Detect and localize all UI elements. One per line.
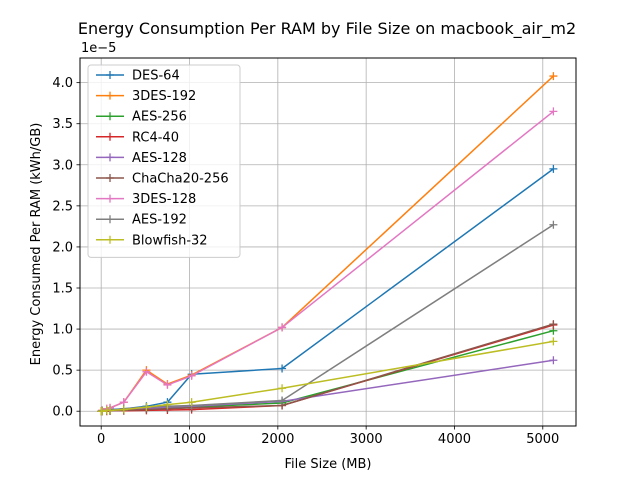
legend-marker [106,132,114,141]
data-point-3des-128 [142,367,151,376]
legend-label: 3DES-192 [132,89,196,104]
y-tick-label: 2.5 [52,199,73,214]
legend-marker [106,174,114,182]
legend-label: DES-64 [132,69,180,84]
legend-item-blowfish-32: Blowfish-32 [96,233,208,248]
x-tick-label: 5000 [526,432,559,447]
y-tick-label: 2.0 [52,240,73,255]
x-tick-label: 1000 [173,432,206,447]
legend-label: ChaCha20-256 [132,172,229,187]
data-point-aes-192 [549,220,558,229]
x-tick-label: 4000 [438,432,471,447]
data-point-blowfish-32 [119,405,128,414]
data-point-chacha20-256 [549,320,558,329]
legend-marker [106,235,114,244]
legend-label: AES-128 [132,151,187,166]
data-point-des-64 [278,364,287,373]
legend-marker [106,91,114,100]
legend-label: AES-192 [132,213,187,228]
legend-item-aes-192: AES-192 [96,213,187,228]
series-line-3des-128 [100,110,554,412]
legend-item-3des-128: 3DES-128 [96,192,196,207]
data-point-blowfish-32 [142,403,151,412]
data-point-aes-128 [549,356,558,365]
x-tick-label: 2000 [261,432,294,447]
x-axis: 0 1000 2000 3000 4000 5000 [97,426,559,447]
legend-marker [106,215,114,224]
legend-label: RC4-40 [132,130,179,145]
legend-label: 3DES-128 [132,192,196,207]
legend-item-aes-128: AES-128 [96,151,187,166]
x-axis-label: File Size (MB) [285,457,372,472]
y-tick-label: 0.0 [52,405,73,420]
grid [80,58,576,426]
legend-marker [106,112,114,121]
data-point-blowfish-32 [163,400,172,409]
legend-item-chacha20-256: ChaCha20-256 [96,172,229,187]
data-point-3des-128 [163,380,172,389]
y-tick-label: 4.0 [52,76,73,91]
data-point-blowfish-32 [187,398,196,407]
legend-item-des-64: DES-64 [96,69,180,84]
legend-box [87,64,241,258]
data-point-3des-128 [278,323,287,332]
y-tick-label: 1.0 [52,323,73,338]
legend-marker [106,153,114,162]
legend-label: AES-256 [132,110,187,125]
chart-title: Energy Consumption Per RAM by File Size … [78,19,576,39]
y-axis-label: Energy Consumed Per RAM (kWh/GB) [29,123,44,366]
x-tick-label: 0 [97,432,105,447]
y-multiplier-label: 1e−5 [81,41,116,56]
legend-item-3des-192: 3DES-192 [96,89,196,104]
legend-marker [106,71,114,79]
data-point-blowfish-32 [106,406,115,415]
legend: DES-64 3DES-192 AES-256 RC4-40 AES-128 ChaCha… [87,64,241,258]
data-point-des-64 [549,164,558,173]
data-point-3des-128 [549,107,558,116]
data-point-3des-192 [549,72,558,81]
y-tick-label: 0.5 [52,364,73,379]
y-tick-label: 3.0 [52,158,73,173]
y-tick-label: 1.5 [52,282,73,297]
y-tick-label: 3.5 [52,117,73,132]
data-point-blowfish-32 [278,384,287,393]
data-point-blowfish-32 [98,407,107,416]
x-tick-label: 3000 [350,432,383,447]
y-axis: 0.0 0.5 1.0 1.5 2.0 2.5 3.0 3.5 4.0 [52,76,80,420]
data-point-aes-192 [278,396,287,405]
plot-frame [79,57,577,427]
legend-marker [106,194,114,203]
legend-item-aes-256: AES-256 [96,110,187,125]
legend-label: Blowfish-32 [132,233,208,248]
legend-item-rc4-40: RC4-40 [96,130,179,145]
series-blowfish-32 [97,337,558,416]
data-point-blowfish-32 [549,337,558,346]
data-point-3des-128 [187,371,196,380]
series-layer [97,72,558,416]
